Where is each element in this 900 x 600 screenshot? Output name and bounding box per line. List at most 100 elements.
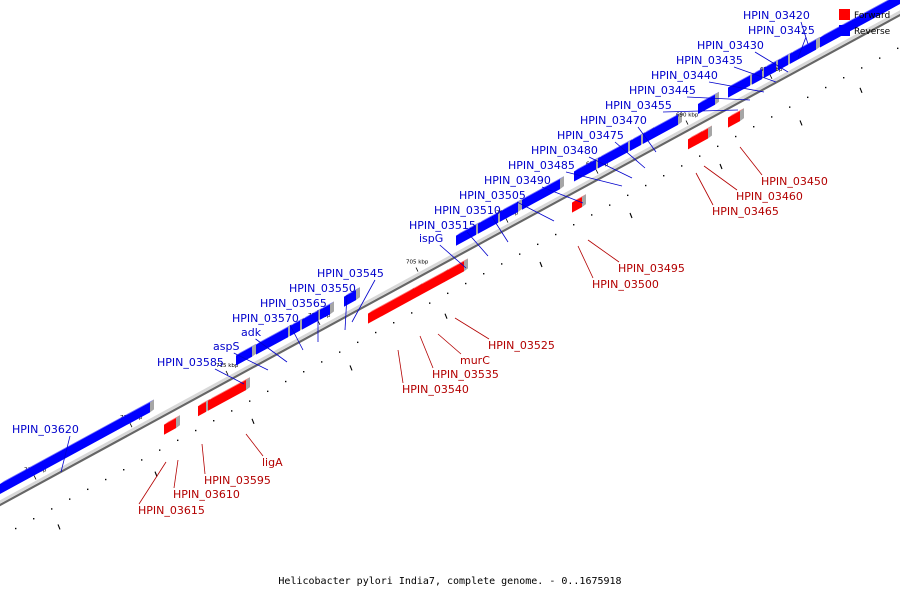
major-tick — [719, 163, 723, 170]
reverse-gene-label: HPIN_03570 — [232, 312, 299, 325]
minor-tick-dot — [69, 498, 71, 500]
reverse-gene-1-top — [236, 343, 256, 356]
forward-gene-7-side — [582, 194, 586, 208]
minor-tick-dot — [717, 145, 719, 148]
forward-gene-9-body — [698, 128, 708, 144]
reverse-gene-6 — [344, 287, 360, 307]
forward-gene-9-side — [708, 125, 712, 139]
minor-tick-dot — [825, 86, 827, 89]
reverse-gene-15-top — [650, 111, 682, 131]
reverse-gene-leader — [516, 201, 555, 222]
reverse-gene-leader — [491, 216, 509, 243]
backbone-line — [0, 10, 900, 504]
forward-gene-6-side — [464, 258, 468, 272]
forward-gene-label: HPIN_03495 — [618, 262, 685, 275]
forward-gene-6-top — [444, 258, 468, 273]
forward-gene-9 — [698, 125, 712, 144]
reverse-gene-16-body — [698, 94, 715, 114]
forward-gene-leader — [703, 165, 738, 191]
scale-tick-label: 690 kbp — [676, 113, 699, 119]
reverse-gene-10-body — [522, 179, 560, 210]
minor-tick-dot — [339, 351, 341, 353]
major-tick — [57, 524, 61, 530]
forward-gene-label: HPIN_03460 — [736, 190, 803, 203]
forward-gene-10 — [728, 108, 744, 128]
reverse-gene-leader — [800, 21, 809, 45]
reverse-gene-17-body — [728, 75, 750, 98]
reverse-gene-leader — [289, 324, 304, 351]
minor-tick-dot — [87, 488, 89, 491]
minor-tick-dot — [465, 282, 467, 285]
reverse-gene-0-side — [150, 399, 154, 413]
scale-tick — [685, 120, 689, 125]
minor-tick-dot — [771, 116, 773, 118]
minor-tick-dot — [141, 459, 143, 461]
minor-tick-dot — [681, 165, 683, 167]
reverse-gene-17-top — [728, 72, 754, 88]
legend-forward-label: Forward — [854, 11, 890, 21]
forward-gene-1-top — [198, 398, 210, 407]
minor-tick-dot — [861, 67, 863, 69]
forward-gene-10-body — [728, 111, 740, 128]
forward-gene-2 — [208, 377, 250, 411]
scale-tick-label: 695 kbp — [586, 162, 609, 168]
reverse-gene-leader — [708, 81, 765, 93]
reverse-gene-13-top — [630, 132, 645, 141]
reverse-gene-15 — [650, 111, 682, 141]
minor-tick-dot — [429, 302, 431, 304]
reverse-gene-label: HPIN_03485 — [508, 159, 575, 172]
forward-gene-5-body — [418, 272, 444, 297]
reverse-gene-2-body — [256, 327, 288, 355]
minor-tick-dot — [393, 322, 395, 324]
forward-gene-2-side — [246, 377, 250, 391]
reverse-gene-5-top — [320, 301, 334, 310]
forward-gene-10-top — [728, 108, 744, 118]
forward-gene-3-top — [368, 287, 414, 314]
reverse-gene-10 — [522, 176, 564, 210]
reverse-gene-label: HPIN_03440 — [651, 69, 718, 82]
major-tick — [859, 87, 863, 93]
reverse-gene-19 — [764, 58, 780, 79]
forward-gene-label: HPIN_03610 — [173, 488, 240, 501]
scale-tick-label: 705 kbp — [406, 260, 429, 266]
reverse-gene-label: HPIN_03470 — [580, 114, 647, 127]
minor-tick-dot — [213, 420, 215, 422]
minor-tick-dot — [249, 400, 251, 402]
gene-features — [0, 0, 900, 494]
forward-gene-label: HPIN_03595 — [204, 474, 271, 487]
major-tick — [539, 261, 543, 268]
forward-gene-leader — [397, 349, 404, 384]
minor-tick-dots — [15, 47, 899, 530]
reverse-gene-7-top — [456, 221, 480, 236]
forward-gene-6-body — [444, 261, 464, 283]
forward-gene-0 — [164, 415, 180, 435]
minor-tick-dot — [447, 292, 449, 295]
reverse-gene-leader — [60, 435, 71, 473]
reverse-gene-13-body — [630, 135, 641, 151]
reverse-gene-13 — [630, 132, 645, 151]
reverse-gene-label: HPIN_03620 — [12, 423, 79, 436]
minor-tick-dot — [591, 214, 593, 216]
forward-gene-leader — [138, 461, 167, 505]
reverse-gene-label: HPIN_03435 — [676, 54, 743, 67]
reverse-gene-1-body — [236, 346, 252, 366]
reverse-gene-leader — [214, 368, 245, 385]
major-tick — [349, 365, 353, 371]
forward-gene-leader — [173, 459, 179, 489]
reverse-gene-10-side — [560, 176, 564, 190]
forward-gene-8-body — [688, 133, 698, 150]
gene-labels: HPIN_03420 HPIN_03425 HPIN_03430 HPIN_03435… — [12, 9, 828, 517]
scale-tick — [129, 423, 133, 428]
reverse-gene-leader — [344, 294, 348, 331]
minor-tick-dot — [843, 77, 845, 79]
genome-backbone — [0, 10, 900, 507]
reverse-gene-21 — [790, 36, 820, 64]
reverse-gene-4 — [302, 307, 322, 330]
reverse-gene-label: HPIN_03420 — [743, 9, 810, 22]
forward-gene-label: HPIN_03450 — [761, 175, 828, 188]
forward-gene-label: HPIN_03540 — [402, 383, 469, 396]
reverse-gene-0-top — [0, 399, 154, 484]
minor-tick-dot — [51, 508, 53, 510]
minor-tick-dot — [645, 184, 647, 187]
reverse-gene-label: HPIN_03490 — [484, 174, 551, 187]
